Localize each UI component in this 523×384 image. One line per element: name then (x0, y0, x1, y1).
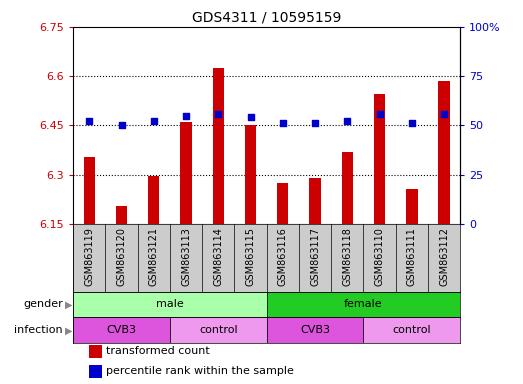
Bar (84, 157, 95, 224)
Bar (277, 183, 289, 224)
Text: GSM863111: GSM863111 (407, 227, 417, 286)
Text: GSM863118: GSM863118 (343, 227, 353, 286)
Point (376, 111, 384, 117)
Point (343, 118, 351, 124)
Bar (89, 345, 103, 358)
Bar (406, 189, 417, 224)
Text: GSM863114: GSM863114 (213, 227, 223, 286)
Bar (89, 365, 103, 377)
Bar (73, 291, 267, 318)
Bar (116, 206, 127, 224)
Bar (73, 318, 170, 343)
Point (246, 114, 255, 121)
Text: percentile rank within the sample: percentile rank within the sample (106, 366, 294, 376)
Bar (170, 318, 267, 343)
Point (214, 111, 223, 117)
Text: gender: gender (23, 300, 63, 310)
Text: GSM863121: GSM863121 (149, 227, 159, 286)
Text: GSM863117: GSM863117 (310, 227, 320, 286)
Bar (342, 152, 353, 224)
Bar (374, 94, 385, 224)
Point (150, 118, 158, 124)
Text: CVB3: CVB3 (300, 325, 330, 335)
Text: transformed count: transformed count (106, 346, 210, 356)
Point (117, 122, 126, 128)
Point (182, 113, 190, 119)
Text: control: control (393, 325, 431, 335)
Text: GSM863115: GSM863115 (246, 227, 256, 286)
Text: GSM863119: GSM863119 (84, 227, 94, 286)
Point (279, 120, 287, 126)
Bar (438, 81, 450, 224)
Text: GSM863110: GSM863110 (374, 227, 384, 286)
Text: male: male (156, 300, 184, 310)
Text: CVB3: CVB3 (107, 325, 137, 335)
Text: GSM863120: GSM863120 (117, 227, 127, 286)
Bar (148, 176, 160, 224)
Point (85, 118, 94, 124)
Bar (267, 318, 363, 343)
Text: GSM863116: GSM863116 (278, 227, 288, 286)
Bar (310, 178, 321, 224)
Bar (213, 68, 224, 224)
Point (408, 120, 416, 126)
Bar (267, 291, 460, 318)
Bar (245, 125, 256, 224)
Text: control: control (199, 325, 237, 335)
Bar (180, 122, 192, 224)
Title: GDS4311 / 10595159: GDS4311 / 10595159 (192, 10, 342, 24)
Text: infection: infection (14, 325, 63, 335)
Text: female: female (344, 300, 383, 310)
Text: ▶: ▶ (65, 325, 73, 335)
Text: ▶: ▶ (65, 300, 73, 310)
Point (311, 120, 319, 126)
Text: GSM863113: GSM863113 (181, 227, 191, 286)
Text: GSM863112: GSM863112 (439, 227, 449, 286)
Point (440, 111, 448, 117)
Bar (363, 318, 460, 343)
